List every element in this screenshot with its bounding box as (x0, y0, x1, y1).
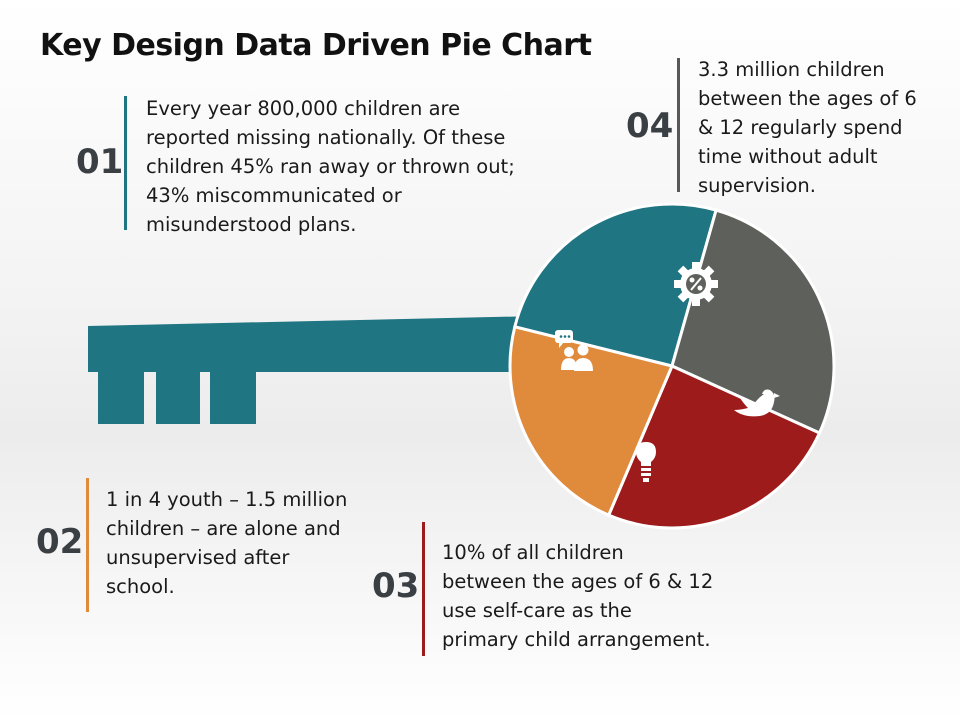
pie-icons (555, 262, 780, 482)
pie-slice-lightbulb (508, 324, 675, 518)
item-01-divider (124, 96, 127, 230)
item-03-text: 10% of all children between the ages of … (442, 541, 714, 651)
gear-percent-icon (674, 262, 718, 306)
item-04-text: 3.3 million children between the ages of… (698, 58, 917, 197)
item-01-number: 01 (76, 142, 124, 182)
lightbulb-icon (636, 442, 656, 482)
people-chat-icon (555, 330, 593, 371)
pie-slice-people-chat (512, 202, 718, 368)
pie-slice-gear-percent (670, 208, 836, 436)
pie-slice-bird (606, 363, 822, 530)
pie (508, 202, 836, 530)
bird-icon (734, 389, 780, 417)
item-02-number: 02 (36, 522, 84, 562)
item-02-text: 1 in 4 youth – 1.5 million children – ar… (106, 488, 348, 598)
page-title: Key Design Data Driven Pie Chart (40, 28, 592, 63)
item-02-divider (86, 478, 89, 612)
item-03-divider (422, 522, 425, 656)
key-shaft (88, 316, 548, 424)
item-03-number: 03 (372, 566, 420, 606)
item-04-divider (677, 58, 680, 192)
item-04-number: 04 (626, 106, 674, 146)
item-01-text: Every year 800,000 children are reported… (146, 97, 515, 236)
